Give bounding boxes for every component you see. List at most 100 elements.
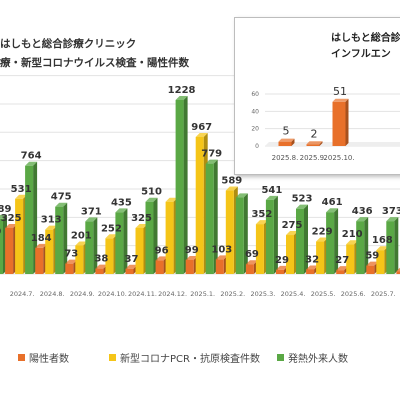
bar-positive [215, 259, 224, 274]
legend: 陽性者数 新型コロナPCR・抗原検査件数 発熱外来人数 [0, 350, 400, 366]
x-tick-label: 2025.1. [190, 290, 215, 298]
bar-top-tests [225, 186, 238, 191]
data-label-positive: 96 [155, 245, 169, 256]
bar-fever [85, 221, 94, 274]
bar-positive [35, 247, 44, 274]
data-label-fever: 1228 [168, 85, 196, 96]
bar-top-positive [366, 261, 379, 266]
bar-side-fever [394, 217, 399, 274]
x-tick-label: 2025.4. [281, 290, 306, 298]
bar-tests [135, 227, 144, 274]
data-label-positive: 37 [125, 254, 139, 265]
bar-fever [145, 201, 154, 274]
bar-top-fever [326, 208, 339, 213]
legend-label-positive: 陽性者数 [29, 354, 69, 365]
bar-tests [255, 224, 264, 274]
legend-item-positive: 陽性者数 [18, 350, 69, 365]
data-label-tests: 229 [0, 227, 1, 238]
bar-fever [235, 197, 244, 274]
bar-side-fever [273, 195, 278, 274]
legend-swatch-tests [109, 354, 116, 361]
bar-side-fever [93, 217, 98, 274]
bar-fever [386, 221, 395, 274]
bar-side-fever [364, 217, 369, 274]
bar-positive [276, 269, 284, 274]
data-label-fever: 371 [81, 206, 102, 217]
bar-top-fever [205, 159, 218, 164]
data-label-fever: 461 [322, 197, 343, 208]
x-tick-label: 2024.12. [158, 290, 187, 298]
x-tick-label: 2024.8. [40, 290, 65, 298]
bar-side-fever [63, 202, 68, 274]
inset-title-line-2: インフルエン [331, 49, 391, 60]
bar-tests [225, 190, 234, 274]
bar-top-fever [25, 161, 38, 166]
inset-bar-top [332, 98, 349, 102]
data-label-positive: 325 [1, 213, 22, 224]
data-label-tests: 229 [312, 227, 333, 238]
bar-fever [175, 100, 184, 274]
bar-top-tests [195, 132, 208, 137]
data-label-fever: 779 [201, 149, 222, 160]
bar-top-tests [75, 241, 88, 246]
bar-top-positive [336, 266, 349, 271]
bar-fever [205, 163, 214, 274]
bar-side-fever [153, 197, 158, 274]
bar-top-positive [245, 260, 258, 265]
x-tick-label: 2024.7. [10, 290, 35, 298]
bar-top-fever [55, 202, 68, 207]
data-label-tests: 201 [71, 231, 92, 242]
bar-tests [75, 245, 84, 274]
bar-positive [306, 269, 315, 274]
bar-top-fever [85, 217, 98, 222]
legend-label-fever: 発熱外来人数 [288, 354, 348, 365]
data-label-positive: 59 [365, 251, 379, 262]
bar-tests [316, 241, 325, 274]
bar-top-tests [45, 225, 58, 230]
bar-side-fever [213, 159, 218, 274]
data-label-tests: 352 [251, 209, 272, 220]
data-label-positive: 184 [31, 233, 52, 244]
x-tick-label: 2025.5. [311, 290, 336, 298]
inset-bar [306, 144, 320, 146]
inset-y-tick-label: 60 [251, 91, 259, 98]
bar-top-positive [306, 265, 319, 270]
data-label-positive: 99 [185, 245, 199, 256]
bar-tests [15, 198, 24, 274]
data-label-positive: 69 [245, 249, 259, 260]
data-label-tests: 967 [191, 122, 212, 133]
data-label-tests: 325 [131, 213, 152, 224]
bar-top-tests [105, 234, 118, 239]
bar-top-positive [65, 259, 78, 264]
x-tick-label: 2025.3. [250, 290, 275, 298]
bar-positive [65, 263, 74, 274]
bar-top-positive [215, 255, 228, 260]
data-label-positive: 103 [211, 244, 232, 255]
data-label-tests: 589 [221, 176, 242, 187]
bar-top-positive [125, 264, 138, 269]
data-label-fever: 523 [292, 194, 313, 205]
inset-x-tick-label: 2025.10. [323, 154, 354, 162]
bar-top-tests [376, 246, 389, 251]
bar-fever [25, 165, 34, 274]
inset-bar-side [291, 138, 295, 146]
inset-y-tick-label: 0 [255, 143, 259, 150]
bar-fever [356, 221, 365, 274]
inset-bar-side [345, 98, 349, 146]
x-tick-label: 2025.6. [341, 290, 366, 298]
inset-x-tick-label: 2025.9. [300, 154, 327, 162]
bar-top-fever [0, 214, 7, 219]
x-tick-label: 2024.11. [128, 290, 157, 298]
bar-tests [105, 238, 114, 274]
data-label-positive: 27 [335, 255, 349, 266]
bar-fever [296, 208, 304, 274]
bar-positive [125, 268, 134, 274]
bar-tests [45, 229, 54, 274]
bar-positive [366, 265, 375, 274]
data-label-fever: 764 [21, 151, 42, 162]
inset-data-label: 51 [333, 85, 347, 98]
bar-top-positive [5, 223, 18, 228]
data-label-fever: 389 [0, 204, 11, 215]
data-label-tests: 252 [101, 223, 122, 234]
bar-side-fever [183, 96, 188, 274]
